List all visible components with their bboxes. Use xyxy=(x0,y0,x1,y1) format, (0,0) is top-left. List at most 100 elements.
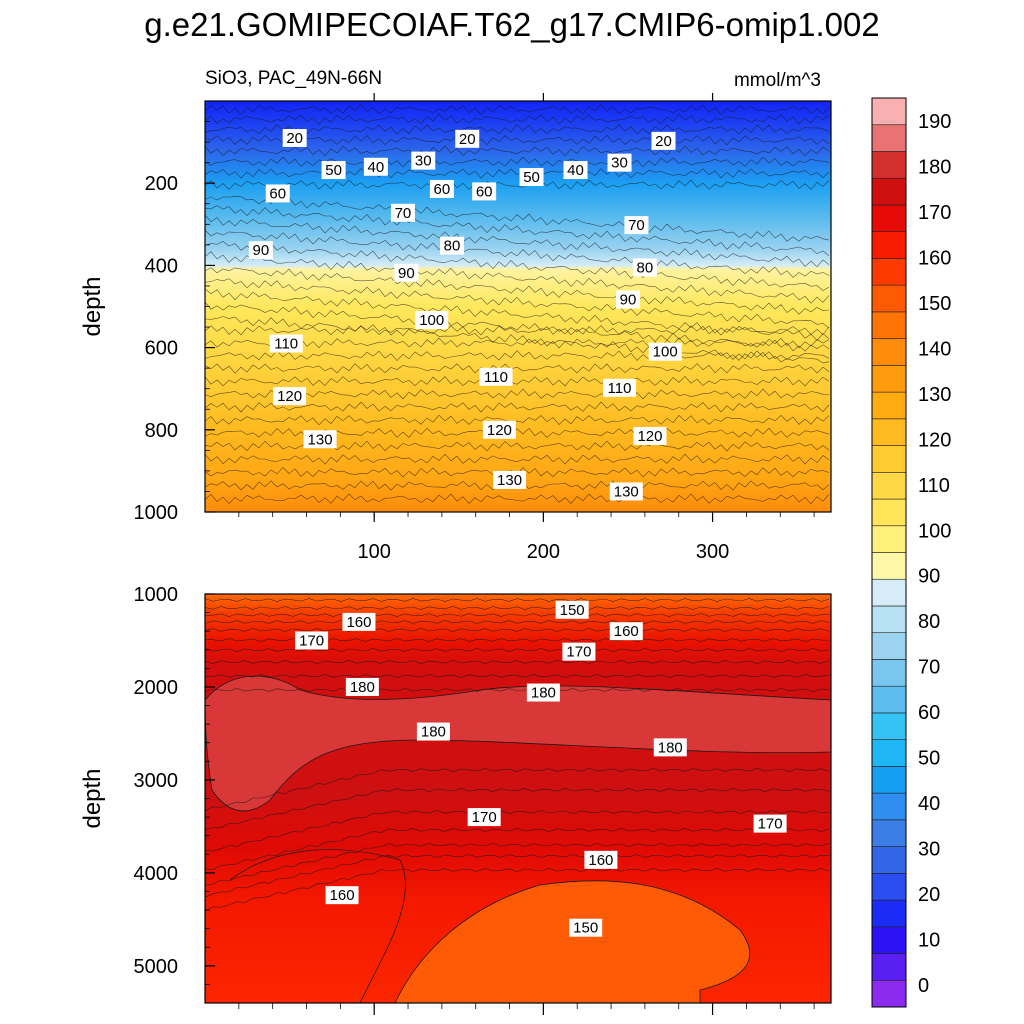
upper-contour-line xyxy=(204,337,830,349)
contour-label-box xyxy=(753,814,787,833)
contour-label-text: 110 xyxy=(274,335,298,352)
colorbar-tick-label: 140 xyxy=(918,338,951,360)
contour-label: 150 xyxy=(555,600,589,619)
lower-contour-line xyxy=(204,843,830,886)
contour-label-text: 90 xyxy=(398,265,415,282)
contour-label-text: 60 xyxy=(269,185,286,202)
upper-contour-line xyxy=(204,229,830,278)
contour-label-text: 80 xyxy=(444,238,461,255)
colorbar-swatch xyxy=(871,418,907,446)
contour-label-box xyxy=(562,642,596,661)
contour-label: 120 xyxy=(482,420,516,439)
lower-contour-line xyxy=(204,620,830,624)
colorbar-swatch xyxy=(871,899,907,928)
contour-label: 40 xyxy=(363,157,388,176)
contour-label-box xyxy=(342,612,376,631)
colorbar-swatch xyxy=(871,712,907,740)
contour-label-box xyxy=(609,482,643,501)
contour-label: 100 xyxy=(415,311,449,330)
contour-label-box xyxy=(282,128,307,147)
upper-x-tick-label: 300 xyxy=(696,541,729,563)
contour-label-box xyxy=(455,129,480,148)
lower-contour-line xyxy=(204,674,830,678)
contour-label: 90 xyxy=(394,263,419,282)
contour-label-box xyxy=(555,600,589,619)
contour-label-box xyxy=(273,387,307,406)
contour-label: 100 xyxy=(648,342,682,361)
upper-contour-line xyxy=(204,167,830,179)
contour-label: 110 xyxy=(479,367,513,386)
lower-contour-line xyxy=(204,854,830,898)
contour-label-text: 20 xyxy=(655,133,672,150)
colorbar-swatch xyxy=(871,979,907,1008)
contour-label: 110 xyxy=(269,334,303,353)
upper-contour-line xyxy=(204,388,830,400)
upper-contour-line xyxy=(204,241,830,291)
colorbar-tick-label: 50 xyxy=(918,748,940,770)
contour-label-text: 170 xyxy=(472,809,497,826)
contour-label-box xyxy=(584,850,618,869)
contour-label: 180 xyxy=(653,738,687,757)
colorbar-swatch xyxy=(871,284,907,313)
units-label: mmol/m^3 xyxy=(734,70,821,91)
contour-label-box xyxy=(482,420,516,439)
contour-label-text: 150 xyxy=(573,920,598,937)
contour-label-text: 90 xyxy=(620,292,637,309)
colorbar-swatch xyxy=(871,124,907,152)
lower-contour-line-160 xyxy=(229,849,406,1004)
colorbar-swatch xyxy=(871,605,907,634)
contour-label-box xyxy=(265,184,290,203)
colorbar-swatch xyxy=(871,685,907,714)
upper-contour-line xyxy=(204,414,830,426)
contour-label-text: 50 xyxy=(325,162,342,179)
contour-label-box xyxy=(325,886,359,905)
contour-label: 70 xyxy=(390,203,415,222)
contour-label-box xyxy=(411,151,436,170)
contour-label-box xyxy=(615,290,640,309)
contour-label-text: 60 xyxy=(476,183,493,200)
colorbar-swatch xyxy=(871,258,907,286)
upper-contour-line xyxy=(204,301,830,352)
contour-label-text: 160 xyxy=(330,887,355,904)
contour-label: 160 xyxy=(584,850,618,869)
colorbar-swatch xyxy=(871,311,907,339)
upper-x-tick-label: 100 xyxy=(358,541,391,563)
contour-label-text: 120 xyxy=(487,422,512,439)
contour-label-box xyxy=(440,236,465,255)
colorbar-swatch xyxy=(871,204,907,232)
contour-label-text: 120 xyxy=(637,428,662,445)
colorbar: 0 10 20 30 40 50 60 70 80 90 100 110 120 130 140 150 160… xyxy=(871,97,951,1008)
contour-label: 180 xyxy=(345,677,379,696)
contour-label-box xyxy=(394,263,419,282)
colorbar-swatch xyxy=(871,525,907,553)
colorbar-tick-label: 20 xyxy=(918,884,940,906)
contour-label: 180 xyxy=(526,683,560,702)
colorbar-tick-label: 180 xyxy=(918,156,951,178)
contour-label-text: 70 xyxy=(628,217,645,234)
contour-label-text: 180 xyxy=(531,685,556,702)
contour-label-text: 60 xyxy=(434,181,451,198)
upper-contour-line xyxy=(204,493,830,505)
lower-y-tick-label: 1000 xyxy=(134,584,179,606)
lower-contour-line xyxy=(204,688,830,692)
colorbar-swatch xyxy=(871,846,907,874)
colorbar-swatch xyxy=(871,231,907,259)
contour-label-box xyxy=(248,241,273,260)
colorbar-swatch xyxy=(871,365,907,393)
lower-contour-line xyxy=(204,828,830,871)
lower-y-tick-label: 5000 xyxy=(134,956,179,978)
lower-contour-line xyxy=(204,628,830,632)
contour-label: 180 xyxy=(416,722,450,741)
lower-contour-line xyxy=(204,768,830,812)
contour-label-text: 90 xyxy=(252,242,269,259)
colorbar-swatch xyxy=(871,151,907,179)
upper-y-tick-label: 200 xyxy=(145,173,178,195)
upper-contour-line xyxy=(204,205,830,257)
upper-y-tick-label: 800 xyxy=(145,420,178,442)
contour-label-text: 30 xyxy=(415,153,432,170)
colorbar-swatch xyxy=(871,498,907,527)
colorbar-tick-label: 110 xyxy=(918,475,950,497)
contour-label-text: 130 xyxy=(614,483,639,500)
contour-label-box xyxy=(345,677,379,696)
